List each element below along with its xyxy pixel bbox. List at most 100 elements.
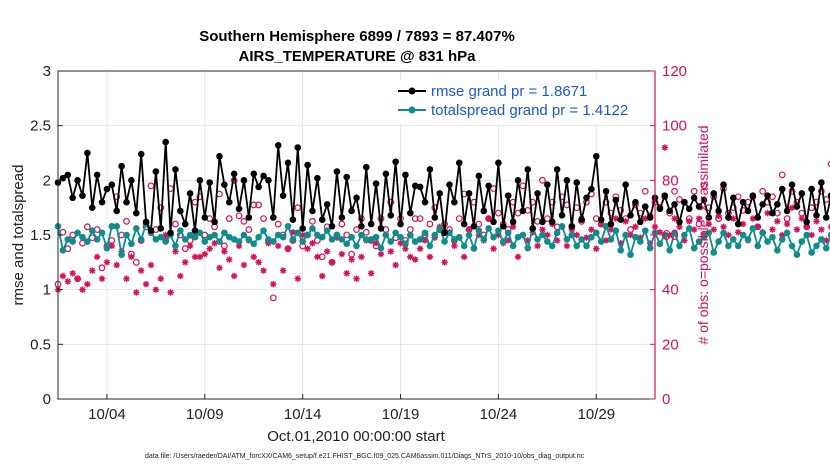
obs-assimilated-point xyxy=(490,245,497,252)
spread-point xyxy=(490,233,497,241)
rmse-point xyxy=(152,168,160,175)
obs-possible-point xyxy=(274,220,282,228)
rmse-point xyxy=(240,177,248,184)
spread-point xyxy=(260,227,267,234)
spread-point xyxy=(211,231,218,239)
spread-point xyxy=(666,247,673,254)
obs-assimilated-point xyxy=(671,215,678,222)
rmse-point xyxy=(563,177,571,184)
legend-rmse-label: rmse grand pr = 1.8671 xyxy=(431,83,587,100)
obs-assimilated-point xyxy=(343,270,350,277)
line-layer xyxy=(54,138,830,258)
obs-assimilated-point xyxy=(392,261,399,269)
spread-point xyxy=(671,229,678,237)
legend-spread-label: totalspread grand pr = 1.4122 xyxy=(431,102,628,119)
spread-point xyxy=(216,238,223,245)
obs-possible-point xyxy=(759,187,767,195)
obs-assimilated-point xyxy=(230,272,238,280)
legend-box xyxy=(393,80,645,124)
obs-assimilated-point xyxy=(216,264,223,271)
obs-assimilated-point xyxy=(754,223,761,230)
spread-point xyxy=(284,222,292,230)
rmse-point xyxy=(729,194,737,202)
y-left-tick-label: 0.5 xyxy=(30,336,51,353)
obs-assimilated-point xyxy=(808,231,815,239)
spread-point xyxy=(607,236,615,243)
spread-point xyxy=(592,229,600,237)
obs-assimilated-point xyxy=(309,240,316,247)
obs-assimilated-point xyxy=(108,242,116,250)
rmse-point xyxy=(387,212,395,219)
obs-assimilated-point xyxy=(749,215,757,222)
obs-assimilated-point xyxy=(514,253,522,261)
obs-assimilated-point xyxy=(563,242,571,250)
obs-possible-point xyxy=(495,209,502,217)
rmse-point xyxy=(460,220,468,228)
rmse-point xyxy=(201,214,209,221)
rmse-point xyxy=(783,207,791,215)
obs-assimilated-point xyxy=(509,223,517,230)
obs-assimilated-point xyxy=(730,215,737,222)
spread-point xyxy=(88,227,96,234)
obs-assimilated-point xyxy=(377,250,385,258)
chart-title-line2: AIRS_TEMPERATURE @ 831 hPa xyxy=(239,48,477,65)
obs-assimilated-point xyxy=(152,286,160,293)
spread-point xyxy=(739,231,747,239)
spread-point xyxy=(808,249,815,256)
obs-assimilated-point xyxy=(485,215,492,222)
spread-point xyxy=(392,229,399,237)
obs-assimilated-point xyxy=(597,220,605,228)
rmse-point xyxy=(641,203,649,210)
spread-point xyxy=(382,231,390,239)
rmse-point xyxy=(470,222,478,230)
y-left-tick-label: 3 xyxy=(43,63,51,80)
obs-assimilated-point xyxy=(774,218,781,225)
rmse-point xyxy=(455,159,463,167)
spread-point xyxy=(558,222,566,230)
rmse-point xyxy=(274,142,282,149)
spread-point xyxy=(627,251,634,258)
obs-assimilated-point xyxy=(240,261,248,269)
rmse-point xyxy=(147,227,155,234)
rmse-point xyxy=(436,190,443,197)
rmse-point xyxy=(353,194,360,202)
obs-possible-point xyxy=(827,160,830,168)
spread-point xyxy=(548,242,556,250)
obs-possible-point xyxy=(255,201,263,209)
obs-assimilated-point xyxy=(226,256,233,263)
rmse-point xyxy=(132,209,140,217)
rmse-point xyxy=(739,198,747,206)
obs-assimilated-point xyxy=(602,237,610,244)
rmse-point xyxy=(93,171,101,179)
obs-assimilated-point xyxy=(798,215,806,222)
obs-possible-point xyxy=(539,176,546,184)
obs-assimilated-point xyxy=(553,237,561,244)
spread-point xyxy=(123,231,130,239)
spread-point xyxy=(700,233,708,241)
rmse-point xyxy=(245,214,253,221)
rmse-point xyxy=(84,149,91,157)
spread-point xyxy=(637,238,644,245)
obs-assimilated-point xyxy=(593,245,600,252)
obs-assimilated-point xyxy=(358,253,365,261)
obs-assimilated-point xyxy=(172,248,179,255)
obs-assimilated-point xyxy=(460,253,468,261)
rmse-point xyxy=(534,190,541,197)
rmse-point xyxy=(592,152,600,160)
obs-assimilated-point xyxy=(818,226,825,233)
obs-assimilated-point xyxy=(338,250,346,258)
rmse-point xyxy=(186,190,194,197)
obs-assimilated-point xyxy=(725,231,732,239)
legend: rmse grand pr = 1.8671 totalspread grand… xyxy=(393,80,645,124)
rmse-point xyxy=(181,220,189,228)
spread-point xyxy=(318,233,326,241)
obs-assimilated-point xyxy=(686,218,693,225)
spread-point xyxy=(504,229,512,237)
rmse-point xyxy=(343,173,351,181)
y-left-tick-label: 2.5 xyxy=(30,118,51,135)
obs-possible-point xyxy=(411,215,419,223)
obs-assimilated-point xyxy=(157,275,164,282)
obs-assimilated-point xyxy=(299,231,306,239)
spread-point xyxy=(597,238,605,245)
rmse-point xyxy=(749,192,757,199)
